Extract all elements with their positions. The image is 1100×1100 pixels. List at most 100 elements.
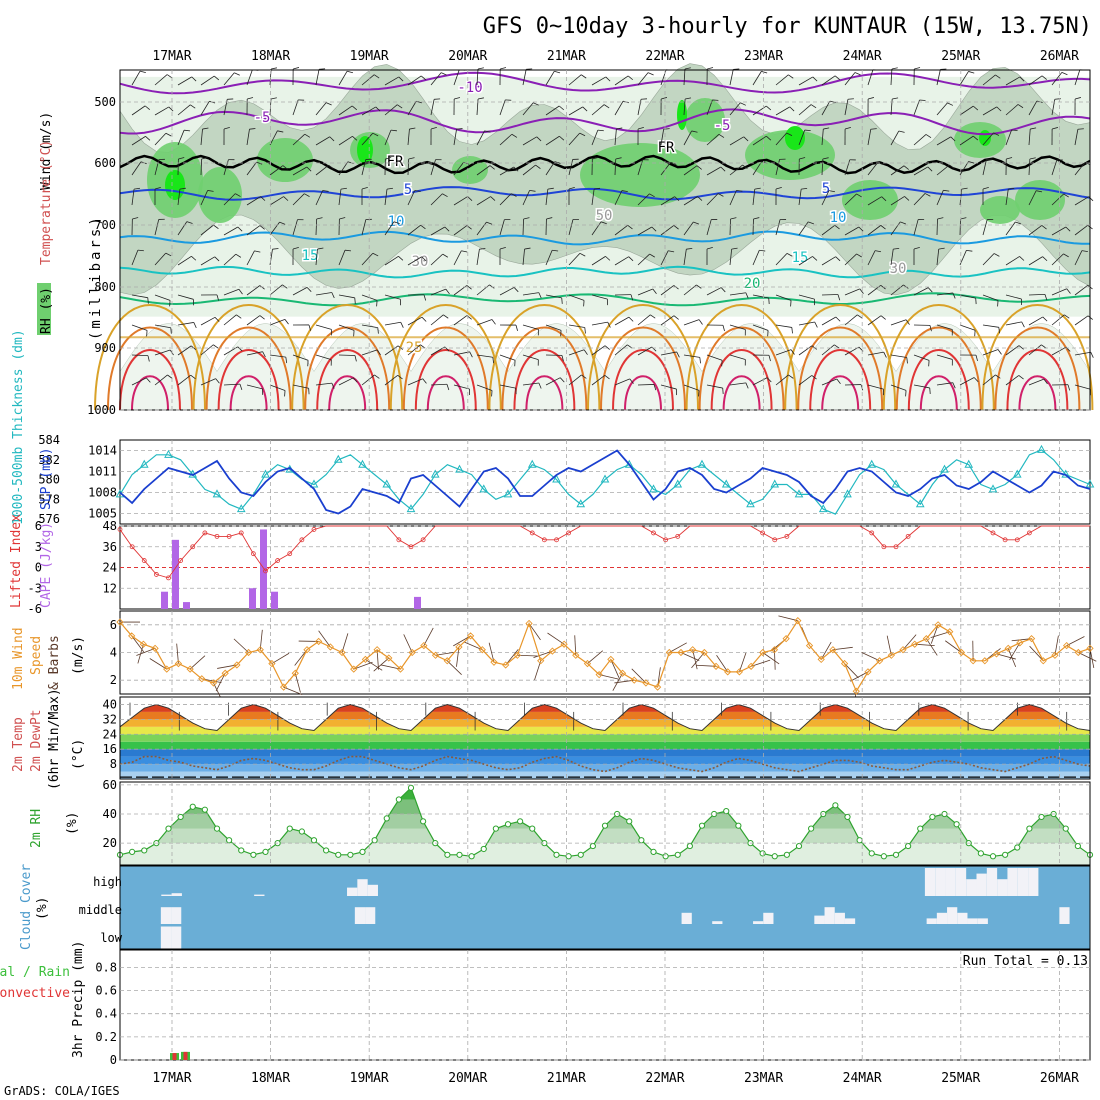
- upper-wind-barb: [223, 226, 239, 236]
- upper-wind-barb: [591, 375, 605, 386]
- upper-wind-barb: [568, 253, 581, 266]
- upper-wind-barb-flag: [137, 249, 144, 252]
- upper-wind-barb-flag: [968, 71, 975, 74]
- upper-wind-barb-flag: [398, 76, 404, 82]
- upper-wind-barb: [775, 253, 788, 266]
- rh2m-point: [468, 853, 475, 860]
- upper-wind-barb: [844, 159, 851, 176]
- cloud-low-cell: [160, 926, 172, 949]
- upper-wind-barb-flag: [968, 161, 975, 164]
- upper-wind-barb: [246, 315, 261, 326]
- cloud-high-cell: [1028, 868, 1039, 896]
- upper-wind-barb: [131, 249, 139, 266]
- upper-wind-barb: [1028, 159, 1031, 176]
- precip-bg: [120, 950, 1090, 1060]
- upper-wind-barb-flag: [492, 357, 495, 364]
- cloud-high-cell: [997, 879, 1008, 896]
- upper-wind-barb: [913, 99, 920, 116]
- upper-wind-barb-flag: [649, 193, 655, 198]
- upper-wind-barb: [660, 162, 672, 176]
- contour-label-5: 5: [404, 182, 412, 198]
- upper-wind-barb-flag: [1077, 128, 1084, 130]
- upper-wind-barb: [959, 377, 975, 386]
- upper-wind-barb-flag: [768, 355, 771, 362]
- rh-bright-blob: [785, 126, 805, 150]
- upper-wind-barb: [154, 159, 160, 176]
- rh-saturated-blob: [685, 98, 725, 142]
- wind10m-point: [1086, 644, 1094, 652]
- rh2m-point: [1002, 851, 1009, 858]
- temp-dome-contour: [722, 375, 761, 411]
- upper-wind-barb-flag: [441, 72, 447, 76]
- top-date-17MAR: 17MAR: [152, 49, 191, 64]
- upper-wind-barb-flag: [789, 106, 795, 112]
- cloud-tick-middle: middle: [79, 903, 122, 917]
- rh2m-point: [856, 837, 863, 844]
- wind10m-point: [630, 676, 638, 684]
- upper-wind-barb-flag: [835, 256, 841, 262]
- wind10m-point: [268, 659, 276, 668]
- cloud-tick-low: low: [100, 931, 122, 945]
- footer-credit: GrADS: COLA/IGES: [4, 1084, 120, 1098]
- upper-wind-barb-flag: [524, 247, 531, 250]
- upper-wind-barb: [200, 190, 209, 206]
- upper-wind-barb: [798, 76, 814, 86]
- wind10m-barb: [547, 632, 565, 645]
- wind10m-point: [840, 659, 849, 668]
- lifted-point: [250, 551, 256, 557]
- precip-total-label: Total / Rain: [0, 965, 70, 980]
- upper-wind-barb-flag: [693, 221, 700, 225]
- upper-wind-barb-flag: [282, 284, 288, 289]
- upper-wind-barb-flag: [925, 134, 932, 139]
- cloud-high-cell: [1007, 868, 1018, 896]
- upper-wind-barb: [1028, 293, 1046, 296]
- cloud-middle-cell: [844, 918, 856, 924]
- upper-wind-barb-flag: [235, 193, 241, 197]
- wind10m-barb: [528, 623, 541, 641]
- wind10m-barb: [631, 668, 647, 684]
- upper-wind-barb-flag: [691, 130, 698, 133]
- upper-wind-barb: [269, 221, 280, 236]
- upper-wind-barb: [821, 129, 824, 146]
- upper-wind-barb: [752, 324, 769, 331]
- upper-wind-barb-flag: [1044, 294, 1048, 301]
- wind10m-barb: [505, 649, 519, 666]
- rh-bright-blob: [357, 136, 373, 164]
- rh2m-point: [1062, 825, 1069, 832]
- upper-wind-barb-flag: [352, 377, 358, 383]
- thickness-point: [794, 489, 804, 498]
- upper-wind-barb: [177, 221, 188, 236]
- upper-wind-barb: [315, 324, 332, 330]
- upper-wind-barb-flag: [900, 221, 907, 225]
- upper-wind-barb-flag: [339, 217, 346, 220]
- lifted-point: [396, 537, 402, 543]
- wind10m-barb: [750, 659, 771, 667]
- upper-wind-barb: [706, 193, 719, 206]
- upper-wind-barb: [982, 294, 999, 301]
- upper-wind-barb: [568, 132, 580, 146]
- slp-tick-1008: 1008: [88, 486, 117, 500]
- cloud-high-cell: [986, 868, 998, 896]
- lifted-index-label: Lifted Index: [9, 514, 24, 608]
- wind10m-point: [805, 641, 814, 650]
- upper-wind-barb: [936, 382, 953, 386]
- upper-wind-barb-flag: [1019, 76, 1025, 82]
- rh2m-panel: 20 40 60: [103, 778, 1094, 866]
- rh2m-point: [771, 853, 778, 860]
- rh2m-point: [601, 822, 609, 829]
- upper-wind-barb: [131, 189, 135, 206]
- cloud-middle-cell: [712, 921, 723, 924]
- lifted-tick-0: 0: [35, 561, 42, 575]
- thickness-point: [430, 469, 440, 478]
- upper-wind-barb-flag: [1064, 314, 1070, 319]
- rh2m-point: [674, 851, 681, 858]
- wind10m-point: [221, 669, 229, 677]
- thickness-point: [309, 479, 319, 488]
- upper-wind-barb-flag: [259, 315, 265, 320]
- upper-wind-barb: [591, 104, 605, 116]
- temp-dome-contour: [809, 349, 872, 411]
- upper-wind-barb-flag: [420, 224, 426, 230]
- upper-rh-legend-swatch: [37, 283, 51, 335]
- upper-wind-barb-flag: [1041, 75, 1047, 80]
- upper-wind-barb-flag: [559, 377, 565, 383]
